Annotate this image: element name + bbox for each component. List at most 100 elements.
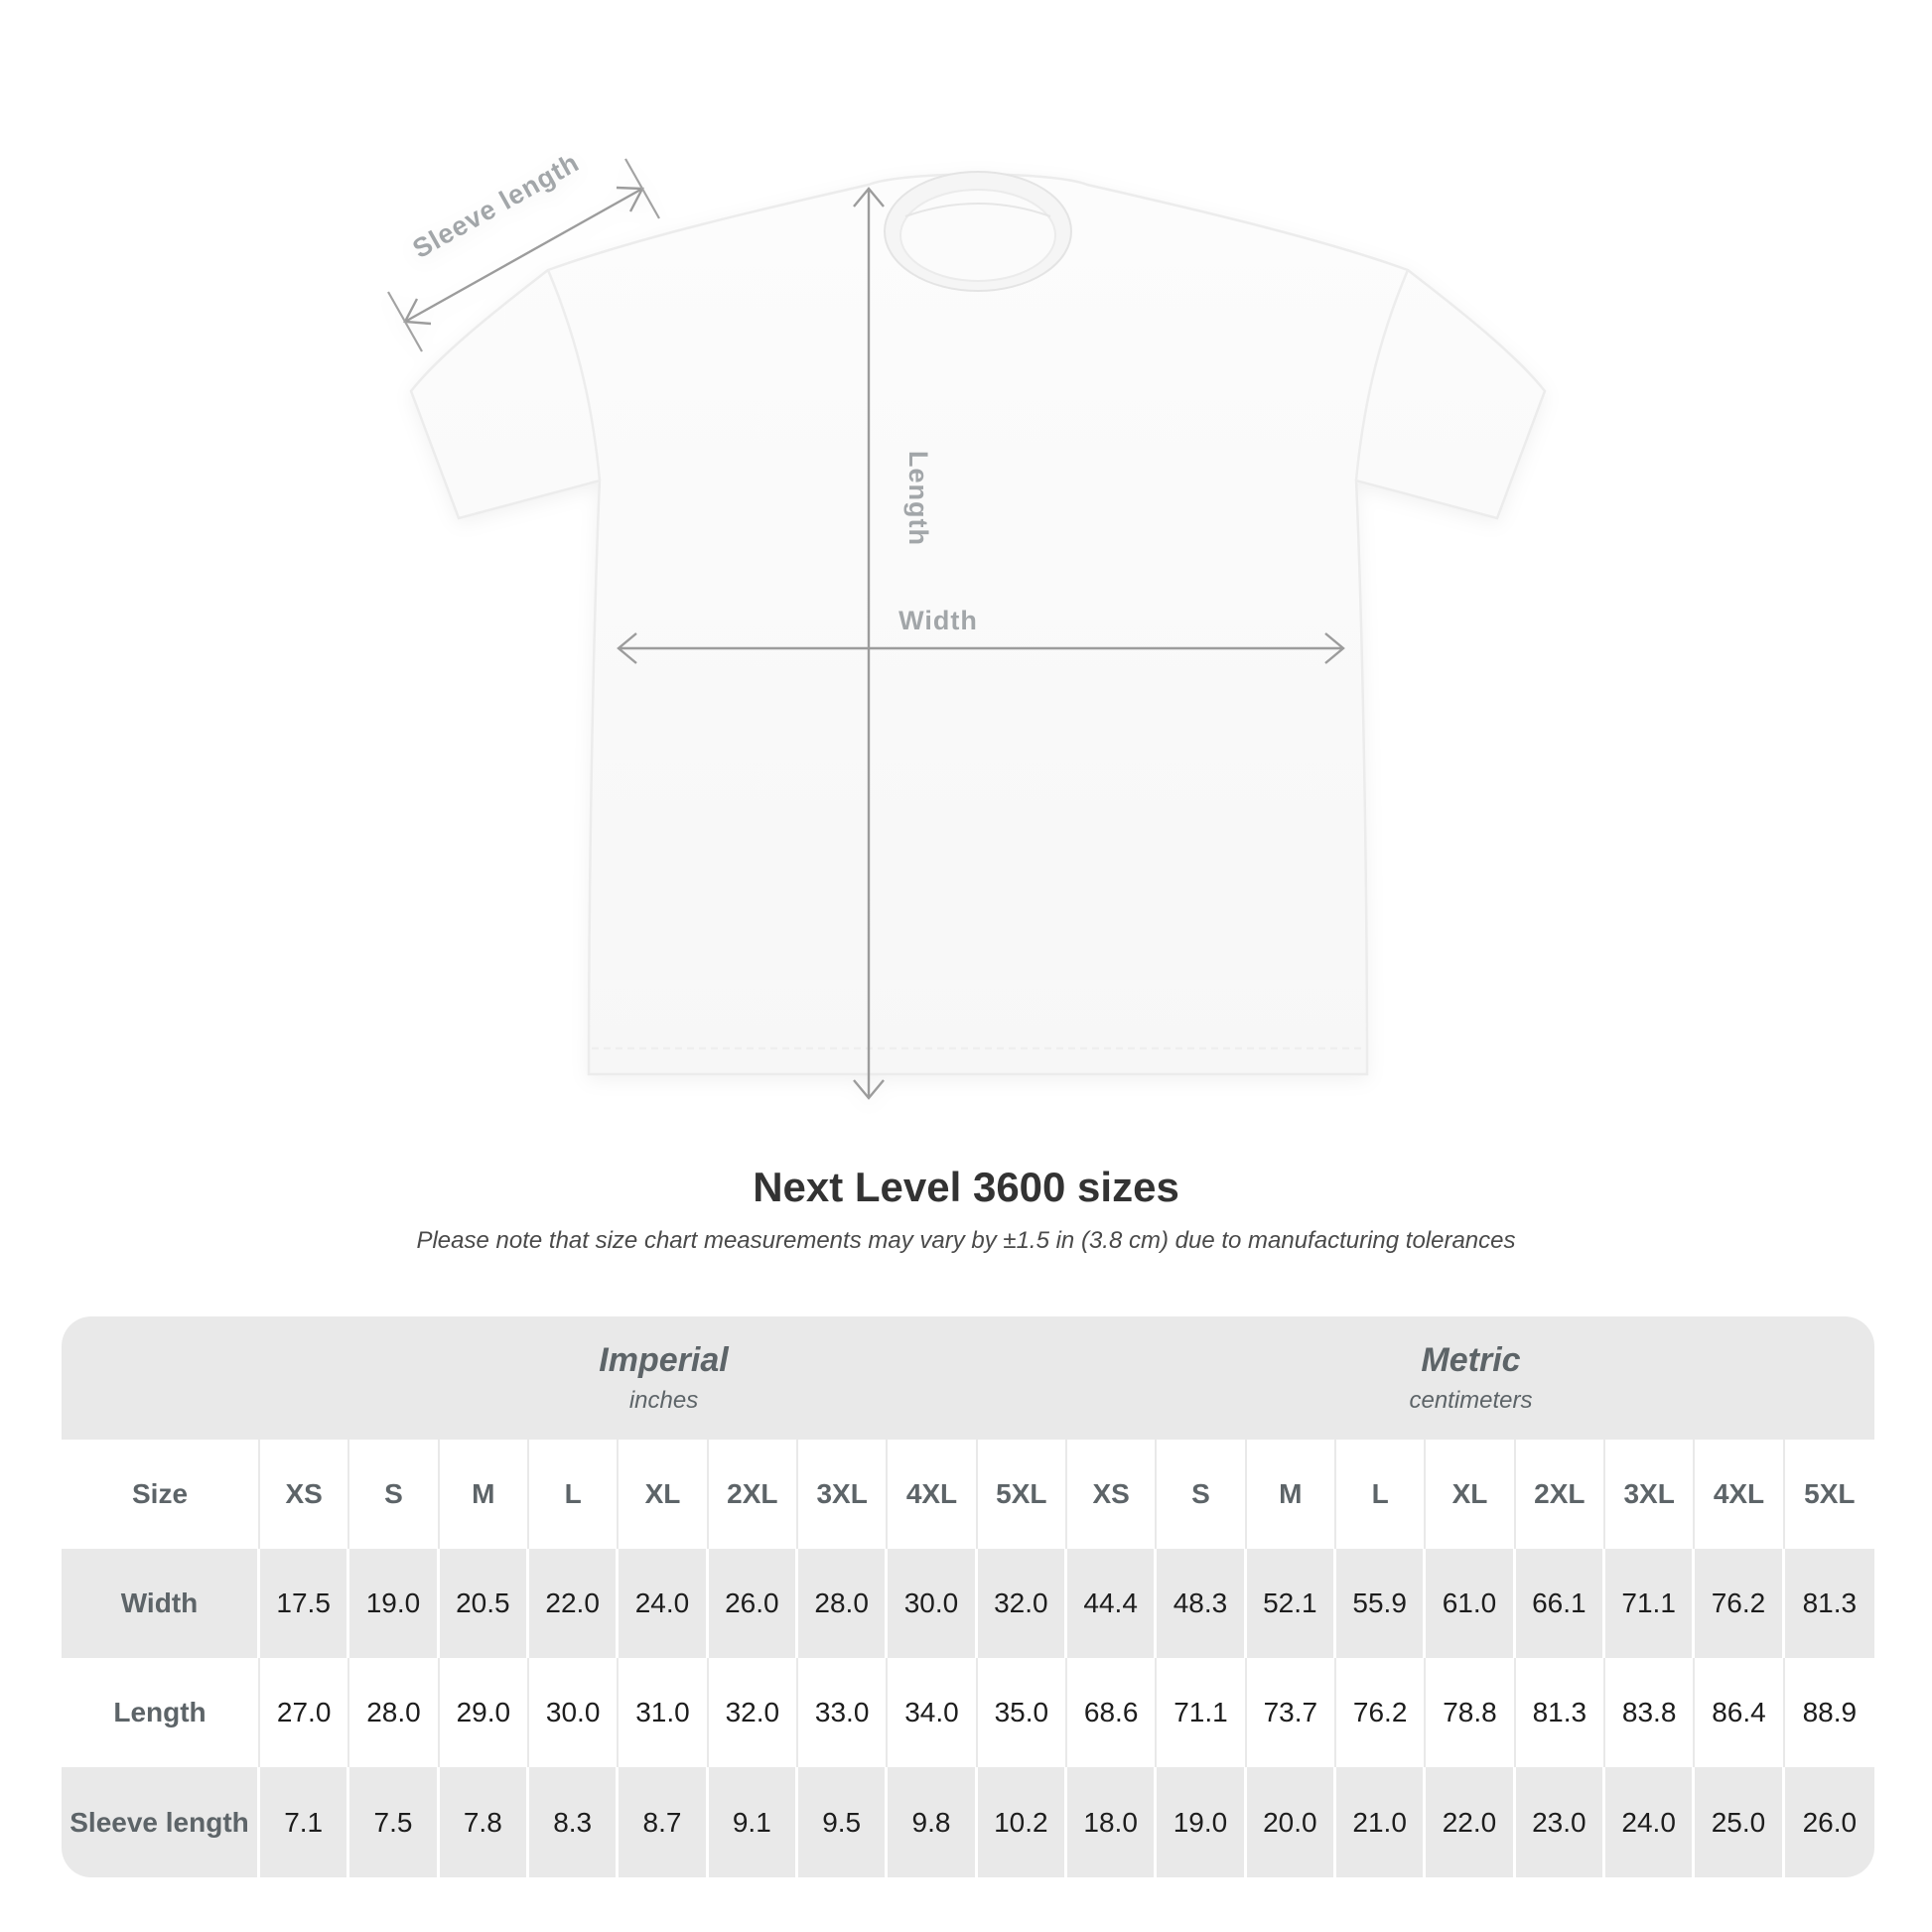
unit-header-spacer [62, 1316, 260, 1440]
tshirt-silhouette [409, 173, 1547, 1076]
size-col-header: S [1157, 1440, 1247, 1549]
size-col-header: 4XL [1695, 1440, 1785, 1549]
measurement-value-cell: 20.5 [440, 1549, 529, 1658]
size-row-label: Size [62, 1440, 260, 1549]
size-col-header: 5XL [1804, 1478, 1856, 1509]
length-label: Length [903, 451, 933, 546]
measurement-value-cell: 18.0 [1067, 1767, 1158, 1877]
size-col-header: XL [619, 1440, 709, 1549]
size-col-header: 5XL [978, 1440, 1067, 1549]
measurement-value-cell: 8.3 [529, 1767, 620, 1877]
measurement-value-cell: 8.7 [619, 1767, 709, 1877]
length-row-label: Length [62, 1658, 260, 1767]
measurement-value-cell: 23.0 [1516, 1767, 1605, 1877]
measurement-value-cell: 9.5 [798, 1767, 889, 1877]
collar-inner [899, 189, 1056, 282]
measurement-value-cell: 88.9 [1802, 1697, 1858, 1727]
size-col-header: XL [1426, 1440, 1516, 1549]
measurement-value-cell: 86.4 [1695, 1658, 1785, 1767]
sleeve-length-row-label: Sleeve length [62, 1767, 260, 1877]
measurement-value-cell: 30.0 [529, 1658, 620, 1767]
measurement-value-cell: 22.0 [1426, 1767, 1516, 1877]
sleeve-seam-left [546, 269, 602, 482]
metric-unit-label: centimeters [1409, 1387, 1533, 1414]
size-table: Imperial inches Metric centimeters Size … [62, 1316, 1874, 1877]
measurement-value-cell: 44.4 [1067, 1549, 1158, 1658]
measurement-value-cell: 78.8 [1426, 1658, 1516, 1767]
measurement-value-cell: 17.5 [260, 1549, 350, 1658]
width-label: Width [898, 606, 978, 635]
measurement-value-cell: 26.0 [709, 1549, 798, 1658]
measurement-value-cell: 55.9 [1336, 1549, 1427, 1658]
size-col-header: 3XL [798, 1440, 889, 1549]
measurement-value-cell: 68.6 [1067, 1658, 1158, 1767]
measurement-value-cell: 61.0 [1426, 1549, 1516, 1658]
measurement-value-cell: 34.0 [888, 1658, 978, 1767]
measurement-value-cell: 71.1 [1605, 1549, 1696, 1658]
size-col-header: XS [1067, 1440, 1158, 1549]
measurement-value-cell: 32.0 [709, 1658, 798, 1767]
size-col-header: 4XL [888, 1440, 978, 1549]
width-arrow [617, 632, 1345, 664]
unit-header-row: Imperial inches Metric centimeters [62, 1316, 1874, 1440]
tshirt-diagram-svg: Sleeve length Length Width [387, 147, 1547, 1100]
collar-rib-line [904, 203, 1051, 217]
sleeve-length-arrow [387, 158, 660, 352]
length-row: Length 27.0 28.0 29.0 30.0 31.0 32.0 33.0 34.0 3… [62, 1658, 1874, 1767]
size-header-row: Size XS S M L XL 2XL 3XL 4XL 5XL XS S M L XL 2XL 3XL 4XL… [62, 1440, 1874, 1549]
measurement-value-cell: 52.1 [1247, 1549, 1336, 1658]
measurement-value-cell: 20.0 [1247, 1767, 1336, 1877]
measurement-value-cell: 28.0 [349, 1658, 440, 1767]
measurement-value-cell: 73.7 [1247, 1658, 1336, 1767]
measurement-value-cell: 9.1 [709, 1767, 798, 1877]
measurement-value-cell: 7.1 [260, 1767, 350, 1877]
sleeve-seam-right [1354, 269, 1410, 482]
unit-group-metric: Metric centimeters [1067, 1316, 1874, 1440]
measurement-value-cell: 32.0 [978, 1549, 1067, 1658]
measurement-value-cell: 30.0 [888, 1549, 978, 1658]
measurement-value-cell: 71.1 [1157, 1658, 1247, 1767]
tshirt-diagram: Sleeve length Length Width [357, 119, 1608, 1132]
measurement-value-cell: 24.0 [619, 1549, 709, 1658]
size-col-header: XS [260, 1440, 350, 1549]
measurement-value-cell: 19.0 [1157, 1767, 1247, 1877]
length-arrow [853, 187, 885, 1100]
measurement-value-cell: 7.5 [349, 1767, 440, 1877]
measurement-value-cell: 7.8 [440, 1767, 529, 1877]
measurement-value-cell: 21.0 [1336, 1767, 1427, 1877]
size-col-header: S [349, 1440, 440, 1549]
measurement-value-cell: 81.3 [1516, 1658, 1605, 1767]
imperial-unit-label: inches [628, 1387, 699, 1414]
page-title: Next Level 3600 sizes [753, 1164, 1179, 1210]
measurement-value-cell: 22.0 [529, 1549, 620, 1658]
width-row: Width 17.5 19.0 20.5 22.0 24.0 26.0 28.0 30.0 32… [62, 1549, 1874, 1658]
measurement-value-cell: 76.2 [1336, 1658, 1427, 1767]
sleeve-length-row: Sleeve length 7.1 7.5 7.8 8.3 8.7 9.1 9.5 9.8 10… [62, 1767, 1874, 1877]
size-col-header: L [1336, 1440, 1427, 1549]
measurement-value-cell: 33.0 [798, 1658, 889, 1767]
measurement-value-cell: 25.0 [1695, 1767, 1785, 1877]
metric-label: Metric [1421, 1341, 1521, 1379]
size-col-header: M [440, 1440, 529, 1549]
size-col-header: M [1247, 1440, 1336, 1549]
measurement-value-cell: 27.0 [260, 1658, 350, 1767]
measurement-value-cell: 66.1 [1516, 1549, 1605, 1658]
size-col-header: 3XL [1605, 1440, 1696, 1549]
measurement-value-cell: 81.3 [1802, 1587, 1858, 1618]
width-row-label: Width [62, 1549, 260, 1658]
sleeve-length-label: Sleeve length [408, 147, 585, 264]
measurement-value-cell: 24.0 [1605, 1767, 1696, 1877]
measurement-value-cell: 29.0 [440, 1658, 529, 1767]
size-col-header: 2XL [1516, 1440, 1605, 1549]
measurement-value-cell: 48.3 [1157, 1549, 1247, 1658]
measurement-value-cell: 35.0 [978, 1658, 1067, 1767]
measurement-value-cell: 83.8 [1605, 1658, 1696, 1767]
size-col-header: L [529, 1440, 620, 1549]
unit-group-imperial: Imperial inches [260, 1316, 1067, 1440]
imperial-label: Imperial [599, 1341, 729, 1379]
measurement-value-cell: 31.0 [619, 1658, 709, 1767]
measurement-value-cell: 28.0 [798, 1549, 889, 1658]
measurement-value-cell: 76.2 [1695, 1549, 1785, 1658]
measurement-value-cell: 19.0 [349, 1549, 440, 1658]
